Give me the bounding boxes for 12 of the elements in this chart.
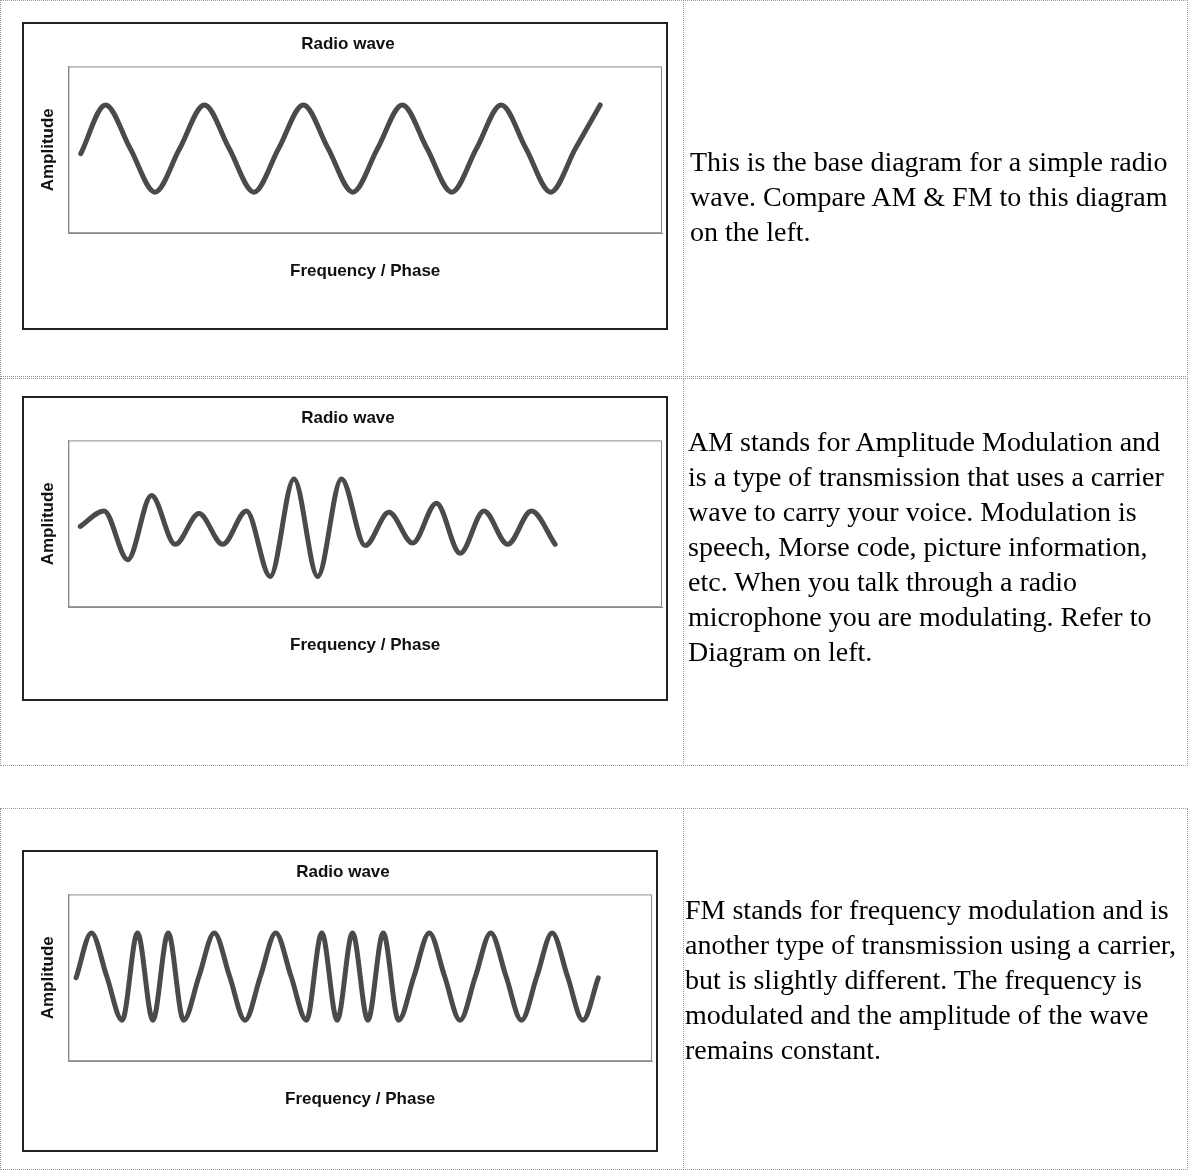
text: AM stands for Amplitude Modulation and is a type of transmission that uses a carrier wave to carry your voice. Modulation is speech, Morse code, picture information, etc. When you talk through a radio microphone you are modulating. Refer to Diagram on left. <box>688 425 1165 669</box>
y-axis-title: Amplitude <box>37 108 57 192</box>
x-axis-title: Frequency / Phase <box>290 261 441 281</box>
text: This is the base diagram for a simple radio wave. Compare AM & FM to this diagram on the left. <box>690 145 1169 249</box>
chart-title: Radio wave <box>296 861 390 881</box>
y-axis-title: Amplitude <box>37 482 57 566</box>
x-axis-title: Frequency / Phase <box>290 635 441 655</box>
chart-title: Radio wave <box>301 407 395 427</box>
chart-title: Radio wave <box>301 33 395 53</box>
text: FM stands for frequency modulation and is another type of transmission using a carrier, but is slightly different. The frequency is modulated and the amplitude of the wave remains constant. <box>685 893 1178 1067</box>
y-axis-title: Amplitude <box>37 936 57 1020</box>
x-axis-title: Frequency / Phase <box>285 1089 436 1109</box>
